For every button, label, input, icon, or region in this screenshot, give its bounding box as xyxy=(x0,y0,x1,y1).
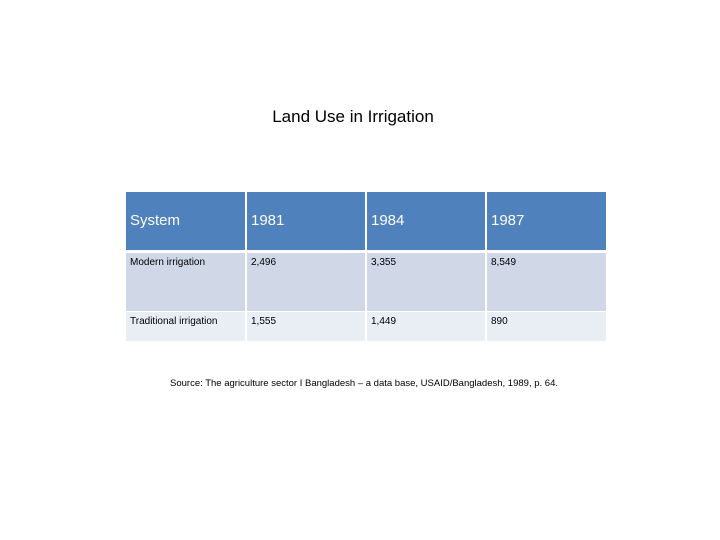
irrigation-table: System 1981 1984 1987 Modern irrigation … xyxy=(126,192,606,342)
header-system: System xyxy=(126,192,247,253)
irrigation-table-container: System 1981 1984 1987 Modern irrigation … xyxy=(126,192,606,342)
cell-1984: 1,449 xyxy=(366,311,487,342)
table-header-row: System 1981 1984 1987 xyxy=(126,192,606,253)
cell-system: Modern irrigation xyxy=(126,251,247,312)
source-citation: Source: The agriculture sector I Banglad… xyxy=(170,378,558,389)
header-1981: 1981 xyxy=(246,192,367,253)
cell-1981: 2,496 xyxy=(246,251,367,312)
table-row: Traditional irrigation 1,555 1,449 890 xyxy=(126,311,606,342)
header-1984: 1984 xyxy=(366,192,487,253)
table-row: Modern irrigation 2,496 3,355 8,549 xyxy=(126,251,606,312)
cell-1984: 3,355 xyxy=(366,251,487,312)
page-title: Land Use in Irrigation xyxy=(272,107,434,126)
cell-1981: 1,555 xyxy=(246,311,367,342)
cell-system: Traditional irrigation xyxy=(126,311,247,342)
cell-1987: 890 xyxy=(486,311,606,342)
header-1987: 1987 xyxy=(486,192,606,253)
cell-1987: 8,549 xyxy=(486,251,606,312)
